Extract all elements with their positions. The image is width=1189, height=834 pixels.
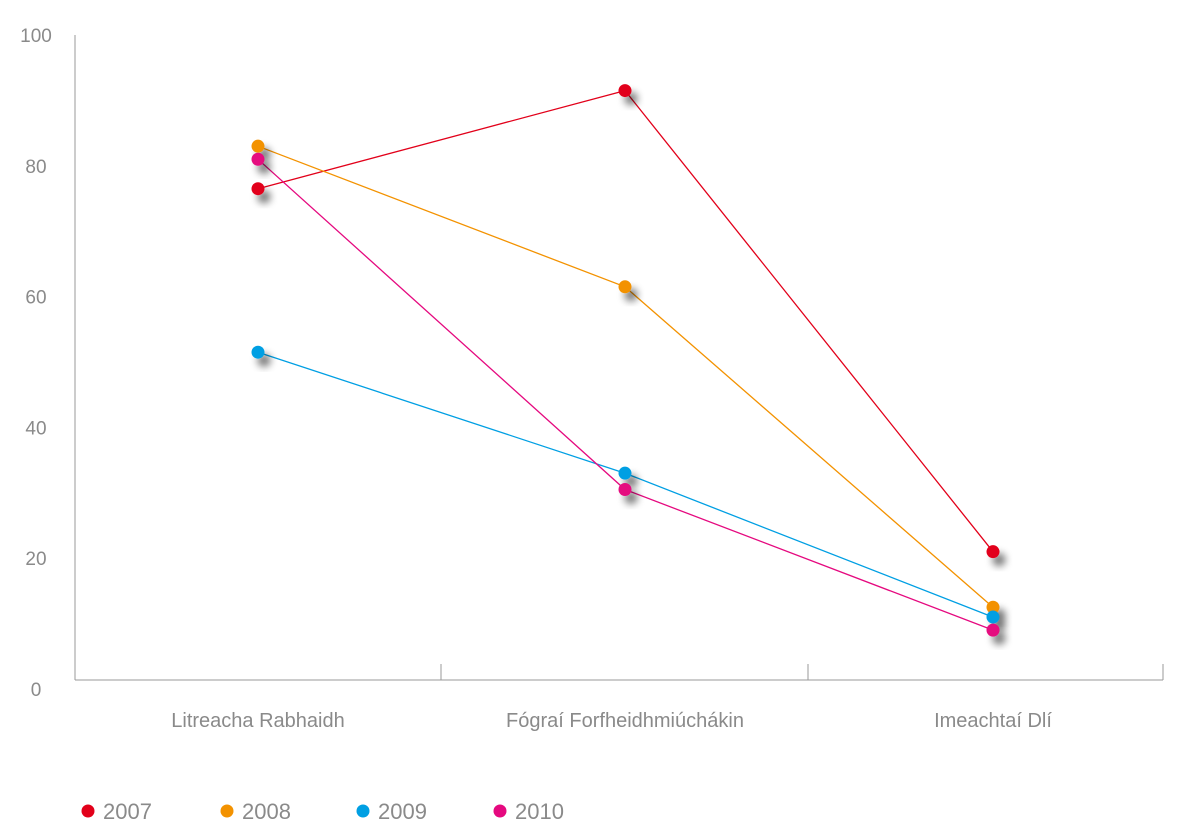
series-line-2007 xyxy=(257,89,994,553)
y-tick-label: 40 xyxy=(25,418,46,439)
legend-label: 2009 xyxy=(378,799,427,824)
data-point-2008 xyxy=(986,600,1000,614)
data-point-2007 xyxy=(251,182,265,196)
data-point-2009 xyxy=(986,610,1000,624)
legend-marker-2007 xyxy=(81,804,95,818)
series-line-2008 xyxy=(257,145,994,608)
series-points xyxy=(251,84,1000,637)
data-point-2009 xyxy=(618,466,632,480)
data-point-2010 xyxy=(986,623,1000,637)
legend-marker-2009 xyxy=(356,804,370,818)
y-tick-label: 20 xyxy=(25,549,46,570)
x-category-label: Litreacha Rabhaidh xyxy=(171,710,344,732)
legend-marker-2008 xyxy=(220,804,234,818)
series-line-2010 xyxy=(257,158,994,631)
legend-label: 2008 xyxy=(242,799,291,824)
data-point-2007 xyxy=(986,545,1000,559)
y-tick-label: 0 xyxy=(31,680,42,701)
data-point-2008 xyxy=(618,280,632,294)
y-tick-label: 60 xyxy=(25,288,46,309)
data-point-2007 xyxy=(618,84,632,98)
axes: 0 20 40 60 80 100 Litreacha Rabhaidh Fógraí For… xyxy=(20,26,1164,732)
legend: 2007 2008 2009 2010 xyxy=(81,799,564,824)
legend-label: 2007 xyxy=(103,799,152,824)
y-tick-label: 80 xyxy=(25,157,46,178)
data-point-2008 xyxy=(251,139,265,153)
data-point-2010 xyxy=(618,483,632,497)
x-category-label: Imeachtaí Dlí xyxy=(934,710,1052,732)
y-tick-label: 100 xyxy=(20,26,52,47)
series-lines xyxy=(257,89,994,631)
data-point-2009 xyxy=(251,345,265,359)
data-point-2010 xyxy=(251,152,265,166)
legend-marker-2010 xyxy=(493,804,507,818)
legend-label: 2010 xyxy=(515,799,564,824)
x-category-label: Fógraí Forfheidhmiúchákin xyxy=(506,710,744,732)
